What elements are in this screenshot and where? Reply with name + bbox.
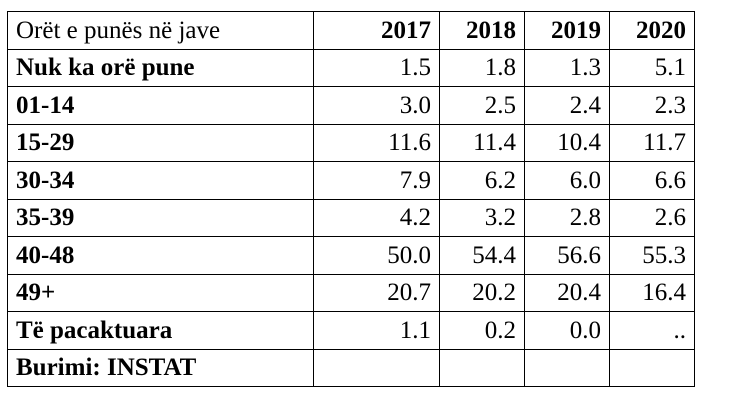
empty-cell — [313, 348, 440, 387]
table-row: 49+ 20.7 20.2 20.4 16.4 — [7, 273, 695, 312]
table-row: 30-34 7.9 6.2 6.0 6.6 — [7, 161, 695, 200]
cell-value: 2.4 — [524, 86, 610, 125]
row-label: 15-29 — [7, 123, 314, 162]
year-2017-header: 2017 — [313, 11, 440, 50]
row-label: Të pacaktuara — [7, 311, 314, 350]
cell-value: 2.3 — [609, 86, 695, 125]
cell-value: 11.4 — [439, 123, 525, 162]
cell-value: 1.8 — [439, 48, 525, 87]
cell-value: 20.4 — [524, 273, 610, 312]
cell-value: 2.5 — [439, 86, 525, 125]
cell-value: .. — [609, 311, 695, 350]
cell-value: 6.2 — [439, 161, 525, 200]
row-label: 40-48 — [7, 236, 314, 275]
cell-value: 6.6 — [609, 161, 695, 200]
cell-value: 4.2 — [313, 198, 440, 237]
table-row: 35-39 4.2 3.2 2.8 2.6 — [7, 198, 695, 237]
empty-cell — [609, 348, 695, 387]
cell-value: 3.0 — [313, 86, 440, 125]
cell-value: 11.7 — [609, 123, 695, 162]
cell-value: 50.0 — [313, 236, 440, 275]
table-row: 01-14 3.0 2.5 2.4 2.3 — [7, 86, 695, 125]
cell-value: 6.0 — [524, 161, 610, 200]
table-row: Nuk ka orë pune 1.5 1.8 1.3 5.1 — [7, 48, 695, 87]
cell-value: 2.6 — [609, 198, 695, 237]
hours-table: Orët e punës në jave 2017 2018 2019 2020… — [7, 11, 695, 387]
cell-value: 2.8 — [524, 198, 610, 237]
year-2020-header: 2020 — [609, 11, 695, 50]
row-label: Nuk ka orë pune — [7, 48, 314, 87]
source-row: Burimi: INSTAT — [7, 348, 695, 387]
cell-value: 56.6 — [524, 236, 610, 275]
cell-value: 5.1 — [609, 48, 695, 87]
year-2019-header: 2019 — [524, 11, 610, 50]
row-label: 30-34 — [7, 161, 314, 200]
table-row: Të pacaktuara 1.1 0.2 0.0 .. — [7, 311, 695, 350]
row-label: 01-14 — [7, 86, 314, 125]
year-2018-header: 2018 — [439, 11, 525, 50]
cell-value: 7.9 — [313, 161, 440, 200]
source-label: Burimi: INSTAT — [7, 348, 314, 387]
header-label: Orët e punës në jave — [7, 11, 314, 50]
cell-value: 54.4 — [439, 236, 525, 275]
cell-value: 1.3 — [524, 48, 610, 87]
row-label: 49+ — [7, 273, 314, 312]
cell-value: 11.6 — [313, 123, 440, 162]
cell-value: 0.0 — [524, 311, 610, 350]
cell-value: 55.3 — [609, 236, 695, 275]
cell-value: 1.5 — [313, 48, 440, 87]
empty-cell — [524, 348, 610, 387]
header-row: Orët e punës në jave 2017 2018 2019 2020 — [7, 11, 695, 50]
row-label: 35-39 — [7, 198, 314, 237]
table-row: 15-29 11.6 11.4 10.4 11.7 — [7, 123, 695, 162]
cell-value: 20.7 — [313, 273, 440, 312]
cell-value: 16.4 — [609, 273, 695, 312]
table-row: 40-48 50.0 54.4 56.6 55.3 — [7, 236, 695, 275]
empty-cell — [439, 348, 525, 387]
cell-value: 1.1 — [313, 311, 440, 350]
cell-value: 0.2 — [439, 311, 525, 350]
cell-value: 20.2 — [439, 273, 525, 312]
cell-value: 3.2 — [439, 198, 525, 237]
cell-value: 10.4 — [524, 123, 610, 162]
